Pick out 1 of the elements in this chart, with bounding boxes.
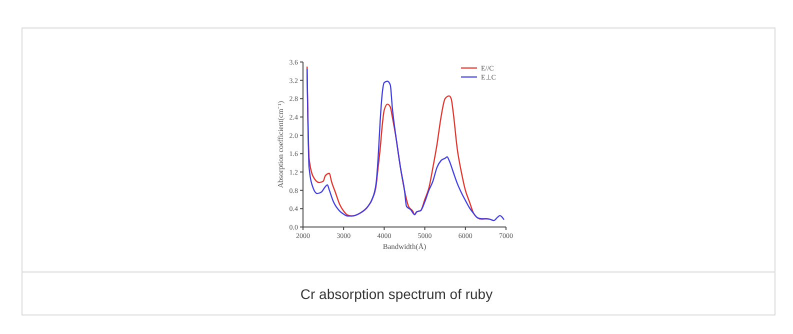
- text: Cr absorption spectrum of ruby: [300, 286, 493, 302]
